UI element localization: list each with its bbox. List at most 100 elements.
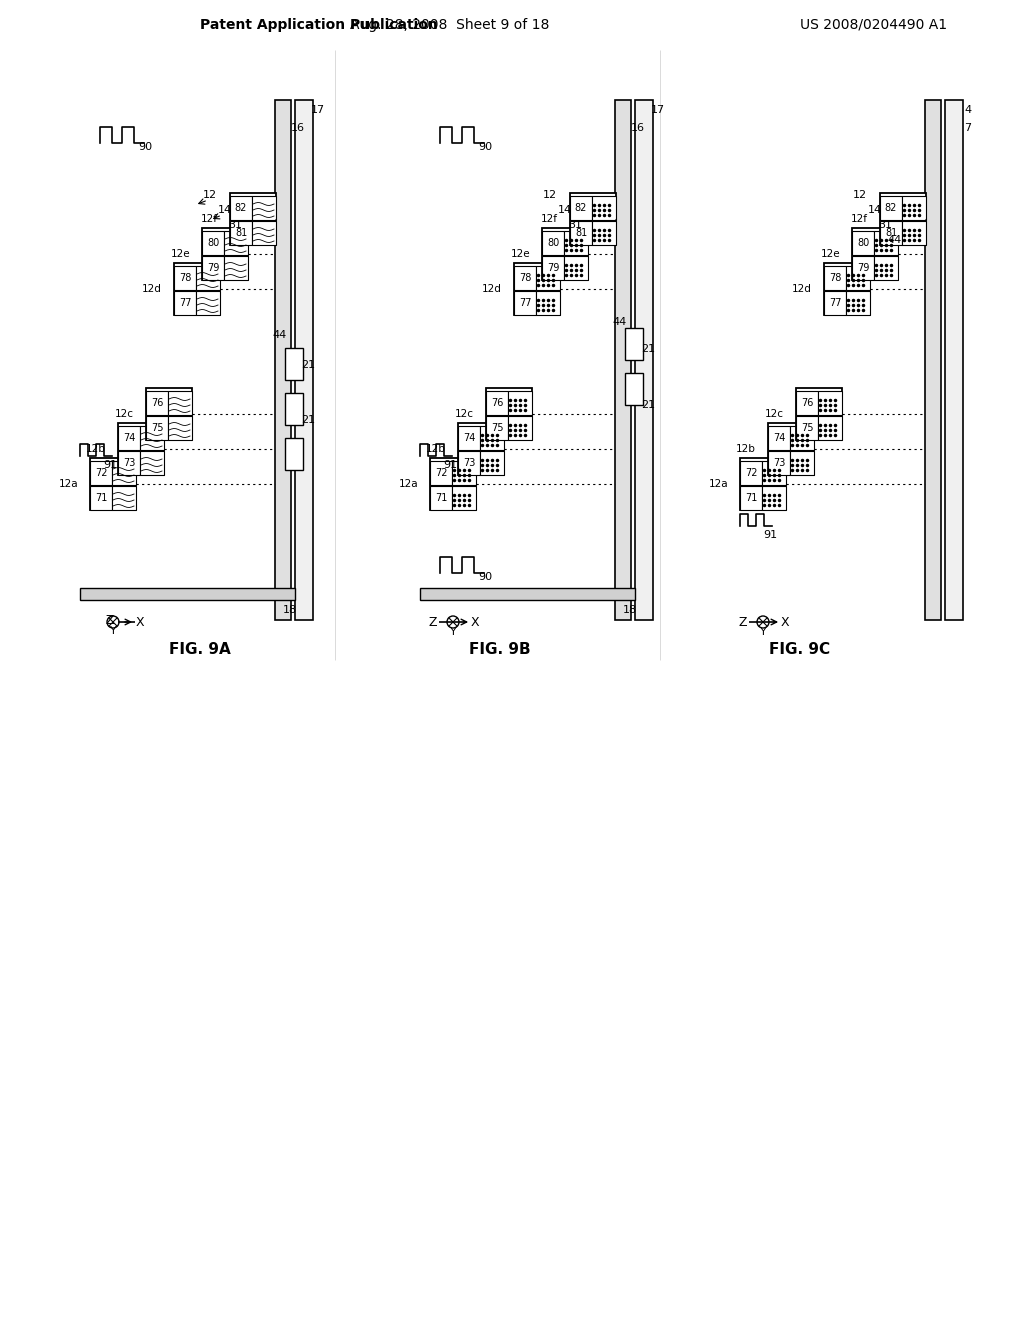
Text: Z: Z — [429, 615, 437, 628]
Bar — [514, 263, 560, 315]
Bar — [458, 451, 480, 475]
Bar — [285, 348, 303, 380]
Bar — [536, 267, 560, 290]
Text: 44: 44 — [272, 330, 287, 341]
Bar — [762, 461, 786, 484]
Bar — [625, 374, 643, 405]
Bar — [635, 100, 653, 620]
Text: 12f: 12f — [851, 214, 868, 224]
Bar — [285, 393, 303, 425]
Text: 75: 75 — [490, 422, 503, 433]
Bar — [112, 461, 136, 484]
Bar — [174, 267, 196, 290]
Bar — [564, 256, 588, 280]
Text: Y: Y — [760, 627, 766, 638]
Text: US 2008/0204490 A1: US 2008/0204490 A1 — [800, 18, 947, 32]
Text: 21: 21 — [301, 360, 315, 370]
Text: Patent Application Publication: Patent Application Publication — [200, 18, 437, 32]
Bar — [224, 256, 248, 280]
Text: 12c: 12c — [115, 409, 134, 418]
Text: 91: 91 — [103, 459, 117, 470]
Text: 12a: 12a — [709, 479, 728, 488]
Bar — [925, 100, 941, 620]
Text: 90: 90 — [478, 143, 493, 152]
Text: 73: 73 — [463, 458, 475, 469]
Bar — [625, 327, 643, 360]
Text: 12d: 12d — [482, 284, 502, 294]
Bar — [486, 416, 508, 440]
Bar — [592, 195, 616, 220]
Bar — [542, 256, 564, 280]
Bar — [430, 486, 452, 510]
Text: 75: 75 — [151, 422, 163, 433]
Bar — [174, 290, 196, 315]
Text: 44: 44 — [888, 235, 902, 246]
Bar — [480, 426, 504, 450]
Text: 16: 16 — [631, 123, 645, 133]
Text: 72: 72 — [435, 469, 447, 478]
Text: 80: 80 — [207, 238, 219, 248]
Bar — [874, 256, 898, 280]
Text: 80: 80 — [547, 238, 559, 248]
Bar — [168, 416, 193, 440]
Bar — [118, 451, 140, 475]
Bar — [118, 422, 164, 475]
Bar — [230, 193, 276, 246]
Text: 17: 17 — [651, 106, 665, 115]
Text: 71: 71 — [95, 492, 108, 503]
Text: X: X — [136, 615, 144, 628]
Text: 44: 44 — [613, 317, 627, 327]
Bar — [480, 451, 504, 475]
Text: 31: 31 — [568, 220, 582, 230]
Bar — [275, 100, 291, 620]
Bar — [420, 587, 635, 601]
Text: 14: 14 — [558, 205, 572, 215]
Bar — [252, 220, 276, 246]
Bar — [230, 195, 252, 220]
Bar — [796, 391, 818, 414]
Bar — [824, 263, 870, 315]
Bar — [452, 461, 476, 484]
Text: 77: 77 — [828, 298, 842, 308]
Text: 81: 81 — [574, 228, 587, 238]
Bar — [202, 231, 224, 255]
Text: 74: 74 — [463, 433, 475, 444]
Bar — [542, 228, 588, 280]
Bar — [880, 195, 902, 220]
Bar — [945, 100, 963, 620]
Bar — [570, 195, 592, 220]
Text: 12e: 12e — [820, 249, 840, 259]
Text: 75: 75 — [801, 422, 813, 433]
Bar — [564, 231, 588, 255]
Text: 78: 78 — [519, 273, 531, 282]
Text: 76: 76 — [151, 399, 163, 408]
Text: 77: 77 — [519, 298, 531, 308]
Bar — [295, 100, 313, 620]
Text: Z: Z — [105, 614, 115, 627]
Text: 71: 71 — [744, 492, 757, 503]
Text: Y: Y — [450, 627, 457, 638]
Bar — [615, 100, 631, 620]
Bar — [846, 290, 870, 315]
Bar — [880, 193, 926, 246]
Text: 81: 81 — [885, 228, 897, 238]
Bar — [80, 587, 295, 601]
Text: 82: 82 — [885, 203, 897, 213]
Bar — [902, 220, 926, 246]
Text: 31: 31 — [878, 220, 892, 230]
Bar — [90, 486, 112, 510]
Bar — [796, 416, 818, 440]
Bar — [508, 416, 532, 440]
Text: 12: 12 — [543, 190, 557, 201]
Text: 91: 91 — [443, 459, 457, 470]
Text: FIG. 9B: FIG. 9B — [469, 643, 530, 657]
Bar — [140, 451, 164, 475]
Text: 12a: 12a — [398, 479, 418, 488]
Text: 21: 21 — [641, 345, 655, 354]
Text: 77: 77 — [179, 298, 191, 308]
Bar — [430, 461, 452, 484]
Text: 74: 74 — [773, 433, 785, 444]
Text: 73: 73 — [773, 458, 785, 469]
Bar — [740, 461, 762, 484]
Bar — [768, 422, 814, 475]
